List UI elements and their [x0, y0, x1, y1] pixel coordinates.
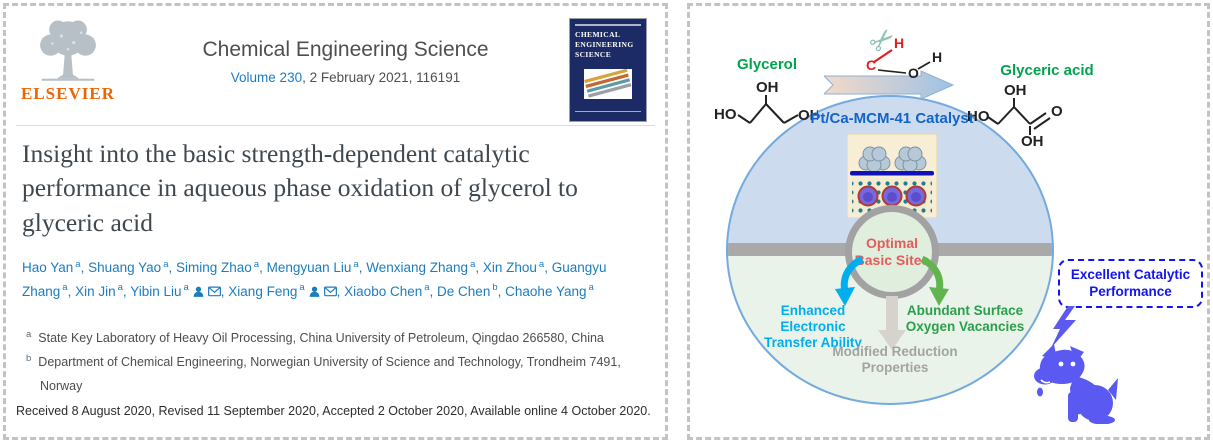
journal-cover-thumbnail[interactable]: CHEMICAL ENGINEERING SCIENCE — [569, 18, 647, 122]
author-separator: , — [336, 283, 345, 299]
article-header-panel: ELSEVIER Chemical Engineering Science Vo… — [3, 3, 668, 440]
author-link[interactable]: Xiaobo Chen — [344, 283, 423, 299]
author-affil-sup: a — [163, 258, 169, 270]
atom-oh-right: OH — [798, 107, 818, 124]
factor-electronic-transfer: Enhanced Electronic Transfer Ability — [764, 303, 862, 351]
author-separator: , — [80, 260, 89, 275]
author-link[interactable]: Xin Zhou — [482, 260, 537, 275]
issue-line: Volume 230, 2 February 2021, 116191 — [126, 70, 565, 85]
glycerol-structure: HO OH OH — [714, 79, 818, 124]
author-affil-sup: a — [424, 282, 430, 294]
author-separator: , — [544, 260, 552, 275]
graphical-abstract-panel: Glycerol HO OH OH ✂ C H O H Glyceric aci… — [687, 3, 1210, 440]
atom-h-red: H — [894, 35, 904, 51]
factor-oxygen-vacancies: Abundant Surface Oxygen Vacancies — [905, 303, 1025, 335]
author-affil-sup: a — [470, 258, 476, 270]
elsevier-wordmark: ELSEVIER — [21, 84, 115, 103]
elsevier-tree-icon — [40, 20, 96, 81]
article-title: Insight into the basic strength-dependen… — [22, 139, 578, 237]
author-link[interactable]: Yibin Liu — [130, 283, 182, 299]
atom-oh-top: OH — [756, 79, 779, 96]
arrow-down-gray — [878, 296, 906, 350]
ch-bond-cleavage: ✂ C H O H — [862, 20, 942, 80]
author-link[interactable]: Xiang Feng — [228, 283, 298, 299]
author-separator: , — [220, 283, 229, 299]
author-separator: , — [358, 260, 367, 275]
author-affil-sup: a — [538, 258, 545, 270]
atom-oh-top: OH — [1004, 82, 1027, 99]
volume-link[interactable]: Volume 230 — [230, 70, 303, 85]
glyceric-acid-structure: HO OH O OH — [967, 82, 1063, 146]
dog-icon — [1034, 344, 1118, 424]
journal-title[interactable]: Chemical Engineering Science — [202, 38, 489, 61]
author-separator: , — [429, 283, 438, 299]
envelope-icon[interactable] — [207, 286, 221, 297]
author-affil-sup: a — [588, 282, 594, 294]
cover-bottom-rule — [575, 111, 641, 113]
author-link[interactable]: Hao Yan — [22, 260, 74, 275]
author-affil-sup: a — [183, 282, 189, 294]
reactant-label: Glycerol — [736, 56, 798, 73]
author-link[interactable]: Chaohe Yang — [505, 283, 587, 299]
person-icon[interactable] — [193, 286, 204, 297]
arrow-down-left — [835, 256, 864, 306]
atom-oh-bottom: OH — [1021, 133, 1044, 146]
person-icon[interactable] — [309, 286, 320, 297]
catalyst-label: Pt/Ca-MCM-41 Catalyst — [810, 110, 974, 127]
optimal-basic-sites-circle: Optimal Basic Sites — [845, 205, 939, 299]
author-link[interactable]: Xin Jin — [75, 283, 116, 299]
factor-reduction-properties: Modified Reduction Properties — [832, 344, 958, 376]
author-link[interactable]: Siming Zhao — [176, 260, 252, 275]
atom-h-black: H — [932, 49, 942, 65]
author-affil-sup: a — [75, 258, 81, 270]
product-label: Glyceric acid — [1000, 62, 1094, 79]
author-link[interactable]: Guangyu Zhang — [22, 260, 607, 299]
article-dates: Received 8 August 2020, Revised 11 Septe… — [16, 404, 651, 418]
author-link[interactable]: De Chen — [437, 283, 491, 299]
header-divider — [16, 125, 655, 126]
atom-c: C — [866, 57, 876, 73]
author-separator: , — [259, 260, 267, 275]
cover-top-rule — [575, 24, 641, 26]
author-separator: , — [168, 260, 176, 275]
author-separator: , — [67, 283, 76, 299]
author-link[interactable]: Wenxiang Zhang — [366, 260, 469, 275]
author-affil-sup: a — [353, 258, 359, 270]
author-affil-sup: a — [253, 258, 260, 270]
atom-o-double: O — [1051, 103, 1063, 120]
author-separator: , — [475, 260, 483, 275]
affiliation-list: a State Key Laboratory of Heavy Oil Proce… — [26, 326, 653, 398]
author-list: Hao Yan a, Shuang Yao a, Siming Zhao a, Men… — [22, 256, 653, 303]
author-affil-sup: a — [299, 282, 305, 294]
author-link[interactable]: Mengyuan Liu — [266, 260, 352, 275]
author-affil-sup: a — [117, 282, 123, 294]
atom-ho: HO — [714, 106, 737, 123]
affiliation: b Department of Chemical Engineering, Nor… — [26, 353, 621, 393]
envelope-icon[interactable] — [323, 286, 337, 297]
atom-ho: HO — [967, 108, 990, 125]
outcome-label: Excellent Catalytic Performance — [1070, 267, 1191, 299]
affiliation: a State Key Laboratory of Heavy Oil Proce… — [26, 329, 604, 346]
cover-title: CHEMICAL ENGINEERING SCIENCE — [575, 30, 634, 60]
lightning-icon — [1051, 306, 1076, 348]
arrow-down-right — [920, 256, 949, 306]
elsevier-logo[interactable]: ELSEVIER — [16, 18, 120, 104]
atom-o: O — [908, 65, 919, 80]
author-link[interactable]: Shuang Yao — [88, 260, 162, 275]
author-affil-sup: b — [492, 282, 498, 294]
author-separator: , — [497, 283, 506, 299]
issue-info: , 2 February 2021, 116191 — [302, 70, 461, 85]
cover-art — [584, 69, 632, 100]
reaction-arrow — [824, 70, 954, 100]
author-separator: , — [122, 283, 131, 299]
author-affil-sup: a — [62, 282, 68, 294]
center-label: Optimal Basic Sites — [854, 235, 930, 268]
outcome-box: Excellent Catalytic Performance — [1058, 259, 1203, 308]
catalyst-schematic — [847, 134, 937, 218]
